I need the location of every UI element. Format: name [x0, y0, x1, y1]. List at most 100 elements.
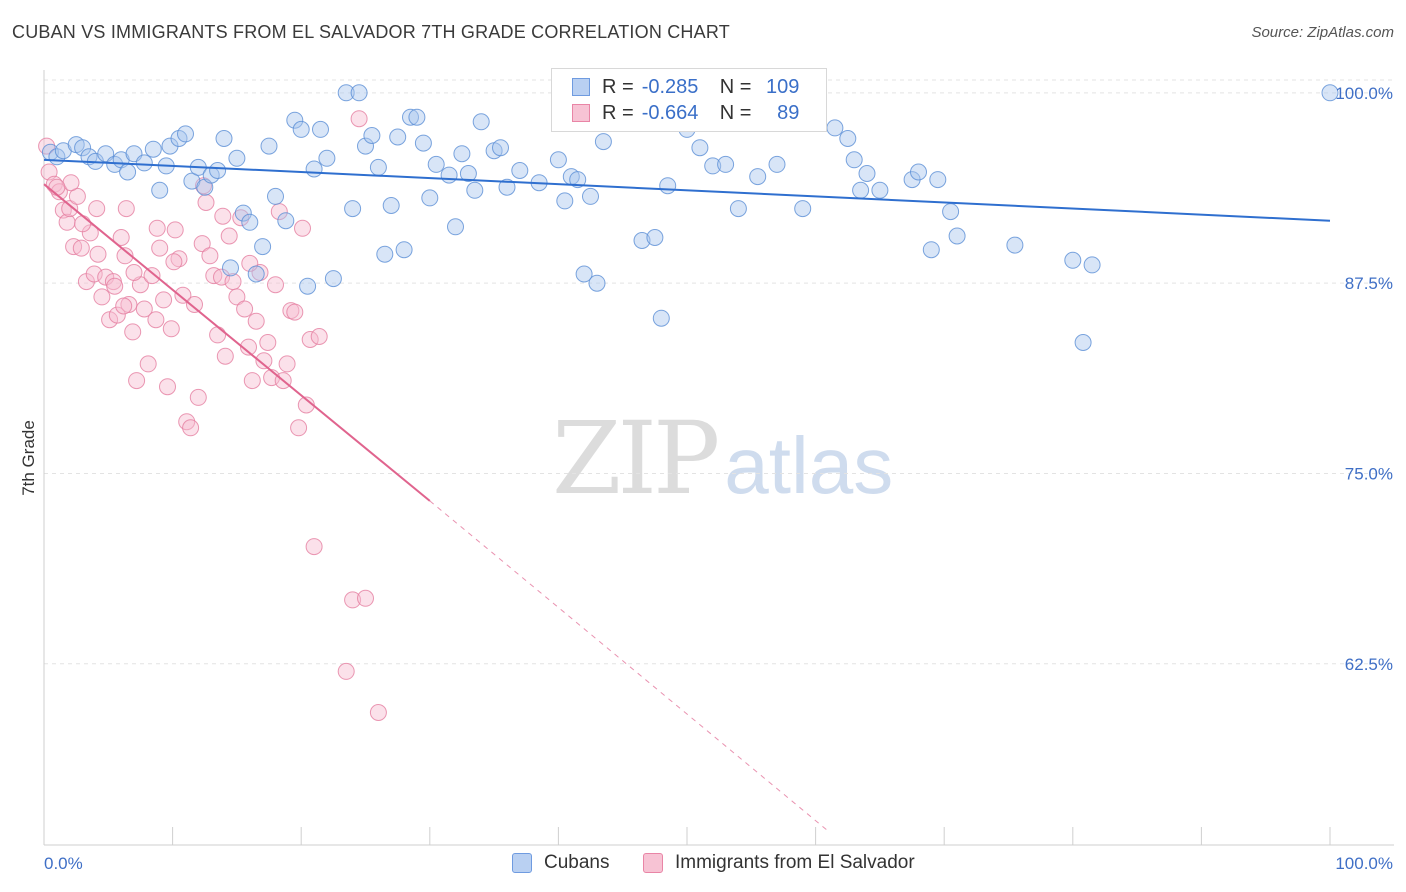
legend-row-cubans: R = -0.285 N = 109 — [572, 75, 799, 99]
el-salvador-point — [267, 276, 284, 294]
cuban-point — [119, 163, 137, 181]
cuban-point — [344, 200, 362, 218]
el-salvador-point — [61, 200, 79, 218]
cuban-point — [292, 120, 310, 138]
cuban-point — [395, 241, 413, 259]
legend-item-cubans[interactable]: Cubans — [512, 852, 610, 874]
el-salvador-point — [290, 419, 308, 437]
legend-item-el-salvador[interactable]: Immigrants from El Salvador — [643, 852, 915, 874]
el-salvador-point — [93, 288, 111, 306]
el-salvador-point — [48, 178, 66, 196]
cuban-point — [922, 241, 940, 259]
axes — [43, 70, 1394, 846]
cuban-point — [459, 165, 477, 182]
cuban-point — [414, 134, 432, 152]
el-salvador-point — [89, 245, 107, 263]
cuban-point — [376, 245, 394, 263]
cuban-point — [717, 155, 735, 173]
el-salvador-point — [155, 291, 173, 309]
cuban-point — [247, 265, 265, 283]
legend-r-value: -0.664 — [641, 101, 699, 124]
cuban-point — [363, 127, 381, 144]
el-salvador-point — [116, 247, 134, 265]
y-axis-title: 7th Grade — [19, 420, 38, 496]
el-salvador-point — [186, 296, 203, 313]
cuban-point — [910, 163, 927, 181]
cuban-point — [427, 155, 445, 173]
el-salvador-point — [50, 183, 68, 201]
cuban-point — [466, 181, 484, 199]
legend-label-cubans: Cubans — [544, 852, 610, 873]
el-salvador-point — [162, 320, 180, 338]
el-salvador-point — [115, 297, 133, 315]
legend-label-el-salvador: Immigrants from El Salvador — [675, 852, 915, 873]
cuban-point — [839, 130, 857, 147]
cuban-point — [871, 181, 889, 199]
el-salvador-point — [197, 194, 215, 211]
el-salvador-point — [350, 110, 368, 128]
cuban-point — [1064, 251, 1082, 269]
cuban-point — [1074, 334, 1092, 351]
cuban-point — [440, 166, 458, 184]
cuban-point — [594, 133, 612, 151]
el-salvador-point — [112, 229, 130, 246]
cuban-point — [74, 139, 92, 157]
el-salvador-point — [243, 372, 261, 390]
cuban-point — [299, 277, 317, 295]
cuban-point — [312, 120, 329, 138]
cuban-point — [826, 119, 844, 137]
el-salvador-point — [369, 704, 387, 721]
el-salvador-trend-extension — [429, 500, 829, 832]
el-salvador-point — [58, 213, 76, 231]
legend-r-value: -0.285 — [641, 75, 699, 98]
cuban-point — [582, 187, 599, 205]
cuban-point — [659, 177, 677, 195]
el-salvador-point — [357, 589, 374, 607]
el-salvador-point — [159, 378, 176, 396]
cuban-point — [691, 139, 709, 157]
el-salvador-point — [214, 207, 232, 225]
cuban-point — [646, 229, 664, 246]
cuban-point — [402, 108, 419, 126]
cuban-point — [588, 274, 606, 292]
cuban-point — [234, 204, 252, 222]
el-salvador-point — [216, 347, 234, 365]
el-salvador-trend-line — [43, 183, 431, 502]
el-salvador-point — [88, 200, 106, 218]
el-salvador-point — [125, 264, 143, 281]
el-salvador-point — [209, 326, 227, 344]
cuban-point — [569, 171, 587, 189]
el-salvador-point — [170, 250, 188, 268]
el-salvador-point — [148, 219, 166, 237]
legend-n-value: 89 — [777, 101, 800, 124]
el-salvador-point — [147, 311, 165, 329]
cuban-point — [337, 84, 355, 102]
el-salvador-point — [74, 215, 92, 233]
cuban-point — [729, 200, 747, 218]
el-salvador-point — [310, 328, 328, 345]
y-tick-label: 87.5% — [1345, 274, 1393, 293]
el-salvador-point — [305, 538, 323, 556]
cuban-point — [652, 309, 670, 327]
cuban-point — [382, 197, 400, 214]
el-salvador-point — [220, 227, 238, 245]
cuban-point — [511, 162, 529, 179]
el-salvador-point — [189, 388, 207, 406]
cuban-point — [324, 270, 342, 288]
cuban-point — [549, 151, 567, 169]
y-tick-label: 62.5% — [1345, 655, 1393, 674]
el-salvador-point — [106, 277, 124, 295]
cuban-point — [1006, 236, 1024, 254]
cuban-point — [929, 171, 947, 189]
cuban-point — [228, 149, 246, 167]
cuban-point — [254, 238, 272, 256]
cuban-point — [260, 137, 278, 155]
cuban-point — [1083, 256, 1101, 274]
el-salvador-point — [247, 312, 265, 330]
cuban-point — [305, 160, 323, 178]
cuban-point — [556, 192, 574, 210]
el-salvador-point — [301, 331, 319, 348]
y-tick-label: 75.0% — [1345, 464, 1393, 483]
el-salvador-point — [240, 338, 257, 356]
